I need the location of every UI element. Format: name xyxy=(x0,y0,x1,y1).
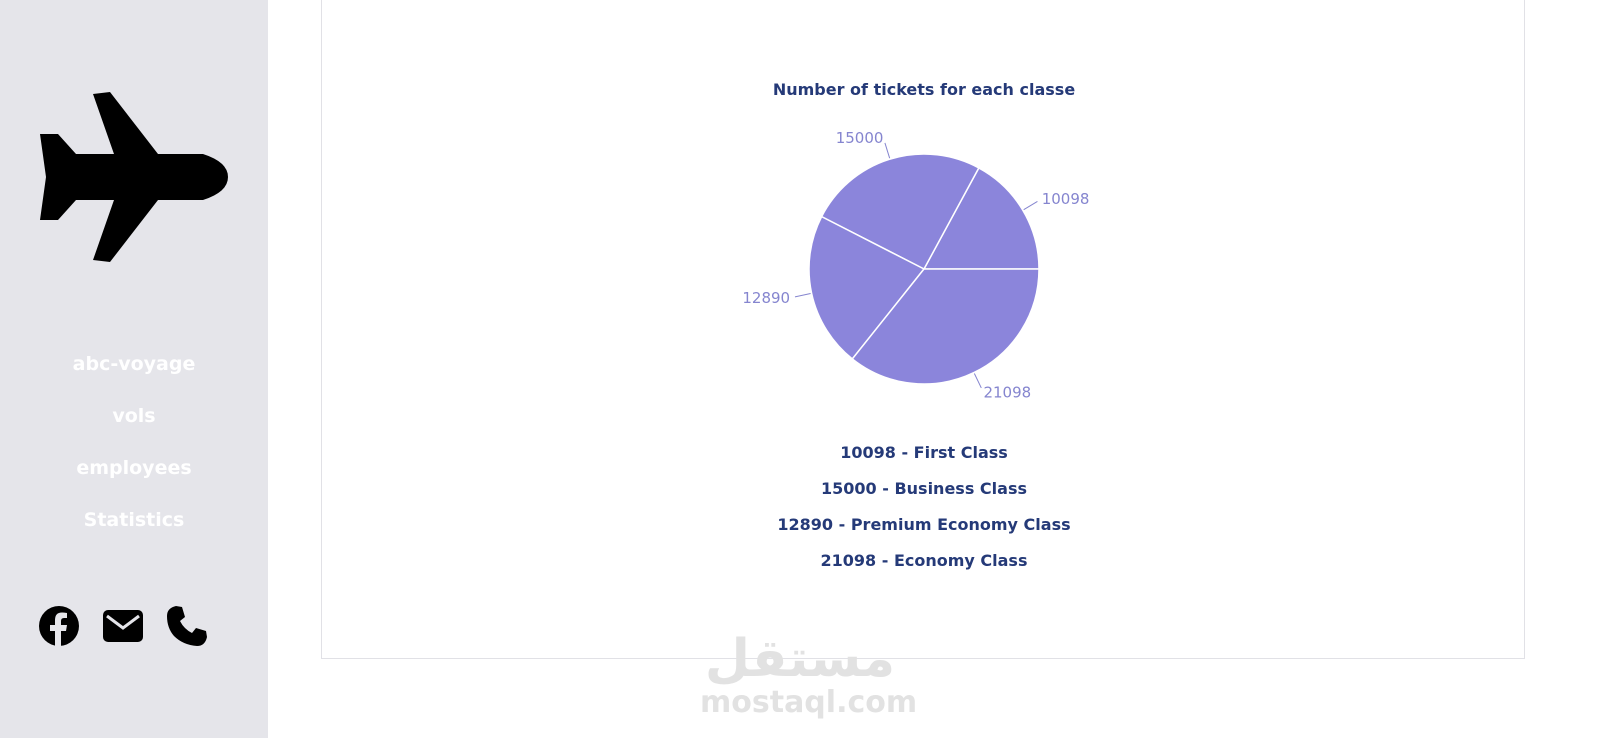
chart-title: Number of tickets for each classe xyxy=(772,80,1076,99)
pie-slice-economy-class[interactable] xyxy=(851,268,1040,385)
pie-slice-premium-economy-class[interactable] xyxy=(808,215,926,360)
phone-icon[interactable] xyxy=(166,605,208,647)
legend-item-premium-economy-class: 12890 - Premium Economy Class xyxy=(777,515,1071,534)
watermark-latin: mostaql.com xyxy=(700,685,918,720)
watermark: مستقل mostaql.com xyxy=(700,629,918,720)
pie-data-label: 12890 xyxy=(742,289,790,307)
nav-item-employees: employees xyxy=(0,442,268,494)
pie-leader-line xyxy=(794,292,811,298)
nav-link-abc-voyage[interactable]: abc-voyage xyxy=(72,353,196,375)
watermark-arabic: مستقل xyxy=(704,629,896,689)
pie-leader-line xyxy=(884,142,891,159)
envelope-icon[interactable] xyxy=(102,605,144,647)
pie-data-label: 10098 xyxy=(1042,190,1090,208)
pie-leader-line xyxy=(973,373,982,389)
sidebar: abc-voyage vols employees Statistics xyxy=(0,0,268,738)
pie-data-label: 15000 xyxy=(836,129,884,147)
airplane-icon xyxy=(40,92,228,262)
nav-item-vols: vols xyxy=(0,390,268,442)
pie-leader-line xyxy=(1023,201,1038,211)
pie-slice-first-class[interactable] xyxy=(922,166,1040,270)
sidebar-nav: abc-voyage vols employees Statistics xyxy=(0,338,268,546)
nav-link-statistics[interactable]: Statistics xyxy=(83,509,185,531)
pie-data-label: 21098 xyxy=(983,383,1031,401)
pie-chart: 10098 15000 12890 21098 xyxy=(742,129,1090,401)
nav-link-employees[interactable]: employees xyxy=(76,457,192,479)
nav-item-abc-voyage: abc-voyage xyxy=(0,338,268,390)
pie-slice-business-class[interactable] xyxy=(820,153,980,271)
legend-item-business-class: 15000 - Business Class xyxy=(821,479,1027,498)
legend-item-first-class: 10098 - First Class xyxy=(840,443,1008,462)
statistics-panel: Number of tickets for each classe 10098 1… xyxy=(321,0,1525,659)
social-links xyxy=(38,605,208,647)
chart-legend: 10098 - First Class 15000 - Business Cla… xyxy=(322,443,1526,587)
nav-link-vols[interactable]: vols xyxy=(112,405,156,427)
legend-item-economy-class: 21098 - Economy Class xyxy=(820,551,1028,570)
facebook-icon[interactable] xyxy=(38,605,80,647)
nav-item-statistics: Statistics xyxy=(0,494,268,546)
